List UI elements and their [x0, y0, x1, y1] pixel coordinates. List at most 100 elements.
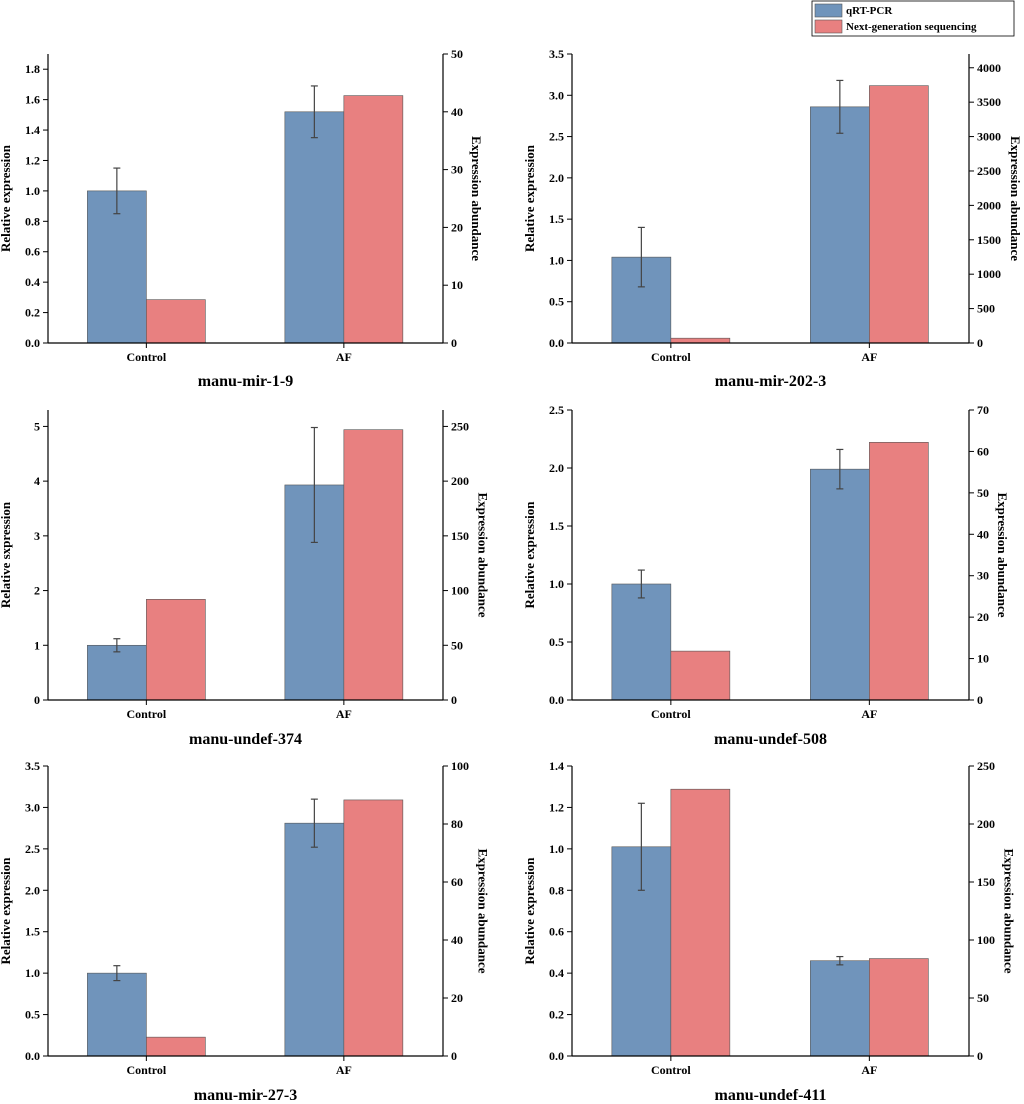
- panel-title: manu-undef-411: [714, 1087, 826, 1104]
- bar-qpcr-af: [284, 822, 345, 1057]
- y-tick-label-right: 60: [451, 875, 463, 889]
- y-tick-label-right: 1500: [977, 233, 1001, 247]
- y-tick-label-right: 3000: [977, 130, 1001, 144]
- x-tick-label: AF: [336, 707, 352, 721]
- y-tick-label-left: 0.5: [549, 295, 564, 309]
- y-tick-label-left: 1.0: [549, 577, 564, 591]
- legend-swatch-qpcr: [814, 3, 843, 18]
- y-tick-label-left: 2.0: [549, 461, 564, 475]
- y-tick-label-right: 1000: [977, 267, 1001, 281]
- y-axis-title-right: Expression abundance: [476, 848, 491, 973]
- bar-qpcr-af: [810, 106, 870, 344]
- y-tick-label-left: 0.5: [549, 635, 564, 649]
- y-tick-label-right: 40: [977, 527, 989, 541]
- legend: qRT-PCR Next-generation sequencing: [811, 0, 1015, 37]
- y-axis-title-left: Relative expression: [522, 501, 537, 609]
- y-tick-label-right: 2000: [977, 198, 1001, 212]
- y-tick-label-left: 3.5: [25, 759, 40, 773]
- y-tick-label-left: 0.4: [549, 966, 564, 980]
- y-tick-label-left: 1.6: [25, 93, 40, 107]
- panel-title: manu-mir-1-9: [198, 373, 293, 390]
- bar-ngs-control: [146, 599, 206, 701]
- y-tick-label-left: 0.4: [25, 275, 40, 289]
- y-tick-label-right: 500: [977, 302, 995, 316]
- y-tick-label-left: 0.2: [25, 306, 40, 320]
- bar-ngs-af: [343, 429, 404, 701]
- y-tick-label-right: 30: [451, 163, 463, 177]
- bar-qpcr-control: [87, 190, 147, 344]
- y-axis-title-right: Expression abundance: [1002, 848, 1017, 973]
- y-tick-label-right: 150: [977, 875, 995, 889]
- x-tick-label: AF: [336, 350, 352, 364]
- y-axis-title-right: Expression abundance: [1008, 136, 1023, 261]
- y-tick-label-right: 0: [977, 693, 983, 707]
- panel-title: manu-mir-202-3: [715, 373, 826, 390]
- y-tick-label-right: 20: [977, 610, 989, 624]
- x-tick-label: AF: [861, 350, 877, 364]
- y-axis-title-right: Expression abundance: [469, 136, 484, 261]
- bar-ngs-af: [869, 958, 929, 1057]
- legend-label-ngs: Next-generation sequencing: [846, 21, 977, 33]
- y-tick-label-right: 2500: [977, 164, 1001, 178]
- x-tick-label: AF: [861, 707, 877, 721]
- y-tick-label-left: 1.4: [25, 123, 40, 137]
- y-tick-label-right: 0: [451, 1049, 457, 1063]
- bar-ngs-af: [869, 442, 929, 701]
- bar-qpcr-af: [810, 960, 870, 1057]
- y-tick-label-left: 2.5: [25, 842, 40, 856]
- y-tick-label-left: 2.0: [25, 883, 40, 897]
- bar-ngs-af: [869, 85, 929, 344]
- y-tick-label-left: 2: [34, 584, 40, 598]
- bar-qpcr-control: [87, 972, 147, 1057]
- y-tick-label-right: 4000: [977, 61, 1001, 75]
- y-tick-label-left: 5: [34, 419, 40, 433]
- y-tick-label-left: 0.8: [25, 214, 40, 228]
- y-tick-label-left: 1.0: [25, 184, 40, 198]
- x-tick-label: Control: [651, 1063, 691, 1077]
- y-tick-label-right: 0: [977, 1049, 983, 1063]
- y-tick-label-right: 100: [451, 584, 469, 598]
- y-tick-label-left: 0.2: [549, 1008, 564, 1022]
- y-tick-label-right: 150: [451, 529, 469, 543]
- y-tick-label-right: 50: [977, 991, 989, 1005]
- y-tick-label-left: 1.5: [25, 925, 40, 939]
- y-axis-title-right: Expression abundance: [476, 492, 491, 617]
- y-tick-label-left: 1.5: [549, 212, 564, 226]
- panel-title: manu-undef-374: [189, 731, 302, 748]
- chart-panels: Control AF 0.0 0.2 0.4 0.6 0.8 1.0 1.2 1.4 1.6 1.8 0…: [0, 47, 1023, 1104]
- y-tick-label-right: 50: [451, 638, 463, 652]
- x-tick-label: Control: [651, 707, 691, 721]
- y-tick-label-right: 100: [977, 933, 995, 947]
- bar-ngs-control: [146, 299, 206, 344]
- y-tick-label-right: 30: [977, 569, 989, 583]
- y-tick-label-right: 100: [451, 759, 469, 773]
- y-tick-label-right: 0: [977, 336, 983, 350]
- y-tick-label-left: 1.2: [25, 153, 40, 167]
- bar-qpcr-control: [87, 644, 147, 701]
- y-tick-label-left: 1.5: [549, 519, 564, 533]
- y-tick-label-left: 3.0: [25, 800, 40, 814]
- panel-title: manu-undef-508: [714, 731, 827, 748]
- chart-panel-6: Control AF 0.0 0.2 0.4 0.6 0.8 1.0 1.2 1.4 0 50 100 1…: [522, 759, 1017, 1104]
- y-tick-label-left: 3: [34, 529, 40, 543]
- y-tick-label-right: 0: [451, 693, 457, 707]
- y-tick-label-right: 80: [451, 817, 463, 831]
- panel-title: manu-mir-27-3: [194, 1087, 297, 1104]
- bar-ngs-control: [670, 788, 731, 1057]
- bar-qpcr-control: [611, 583, 672, 701]
- y-tick-label-left: 1.4: [549, 759, 564, 773]
- y-tick-label-right: 200: [451, 474, 469, 488]
- y-tick-label-right: 250: [451, 419, 469, 433]
- y-axis-title-left: Relative sxpression: [0, 501, 13, 608]
- y-tick-label-left: 0.0: [25, 336, 40, 350]
- bar-ngs-control: [146, 1036, 206, 1057]
- y-tick-label-right: 200: [977, 817, 995, 831]
- y-tick-label-right: 50: [977, 486, 989, 500]
- y-tick-label-left: 3.5: [549, 47, 564, 61]
- y-tick-label-right: 40: [451, 105, 463, 119]
- y-axis-title-left: Relative expression: [0, 857, 13, 965]
- y-axis-title-left: Relative expression: [522, 857, 537, 965]
- y-tick-label-left: 0.0: [549, 1049, 564, 1063]
